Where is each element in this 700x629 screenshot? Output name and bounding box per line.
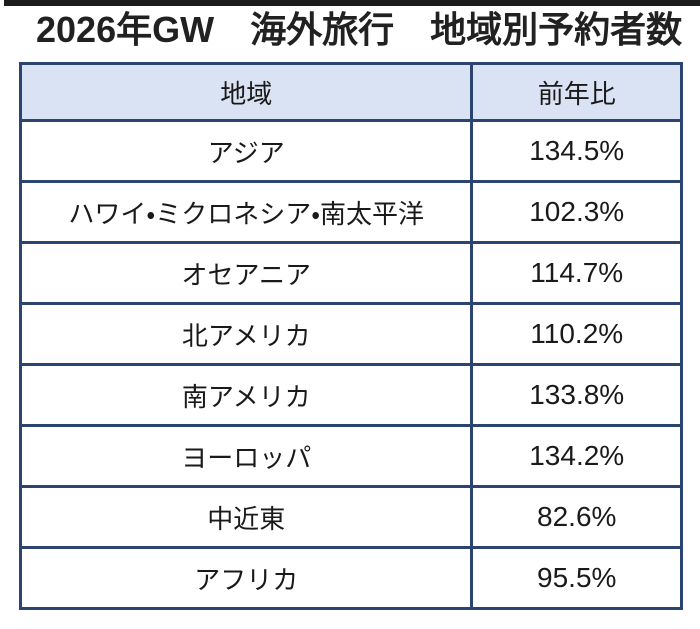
table-row: 北アメリカ 110.2% xyxy=(18,302,683,366)
region-bookings-table: 地域 前年比 アジア 134.5% ハワイ・ミクロネシア・南太平洋 102.3% オセア… xyxy=(18,62,683,610)
yoy-cell: 110.2% xyxy=(470,302,683,366)
yoy-cell: 133.8% xyxy=(470,363,683,427)
top-accent-bar xyxy=(4,0,700,6)
yoy-cell: 95.5% xyxy=(470,546,683,610)
column-header-region: 地域 xyxy=(18,62,474,122)
table-row: ヨーロッパ 134.2% xyxy=(18,424,683,488)
yoy-cell: 102.3% xyxy=(470,180,683,244)
region-cell: 北アメリカ xyxy=(18,302,474,366)
table-header-row: 地域 前年比 xyxy=(18,62,683,122)
yoy-cell: 134.2% xyxy=(470,424,683,488)
table-row: ハワイ・ミクロネシア・南太平洋 102.3% xyxy=(18,180,683,244)
yoy-cell: 114.7% xyxy=(470,241,683,305)
table-row: アフリカ 95.5% xyxy=(18,546,683,610)
table-row: オセアニア 114.7% xyxy=(18,241,683,305)
region-cell: 中近東 xyxy=(18,485,474,549)
yoy-cell: 134.5% xyxy=(470,119,683,183)
region-cell: ヨーロッパ xyxy=(18,424,474,488)
region-cell: 南アメリカ xyxy=(18,363,474,427)
yoy-cell: 82.6% xyxy=(470,485,683,549)
table-row: 中近東 82.6% xyxy=(18,485,683,549)
region-cell: ハワイ・ミクロネシア・南太平洋 xyxy=(18,180,474,244)
region-cell: オセアニア xyxy=(18,241,474,305)
region-cell: アジア xyxy=(18,119,474,183)
region-cell: アフリカ xyxy=(18,546,474,610)
table-body: アジア 134.5% ハワイ・ミクロネシア・南太平洋 102.3% オセアニア 114.7… xyxy=(18,119,683,610)
page-title: 2026年GW 海外旅行 地域別予約者数 xyxy=(36,9,683,50)
column-header-yoy: 前年比 xyxy=(470,62,683,122)
table-row: 南アメリカ 133.8% xyxy=(18,363,683,427)
table-row: アジア 134.5% xyxy=(18,119,683,183)
